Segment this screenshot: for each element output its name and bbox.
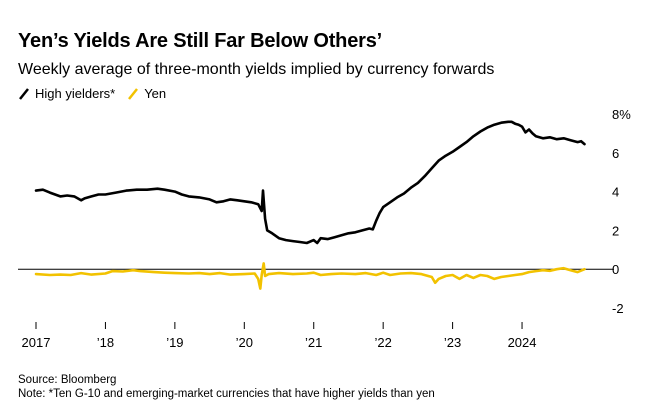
- x-tick-label: ’22: [374, 335, 391, 350]
- chart-legend: High yielders* Yen: [18, 86, 178, 101]
- y-tick-label: 6: [612, 146, 619, 161]
- y-tick-label: 0: [612, 262, 619, 277]
- x-tick-label: ’20: [236, 335, 253, 350]
- x-tick-label: ’21: [305, 335, 322, 350]
- source-note: Source: Bloomberg: [18, 374, 117, 386]
- footnote: Note: *Ten G-10 and emerging-market curr…: [18, 388, 435, 400]
- x-tick-label: ’23: [444, 335, 461, 350]
- y-tick-label: 8%: [612, 107, 631, 122]
- series-group: [34, 120, 586, 290]
- legend-swatch-high: [19, 87, 29, 100]
- x-tick-label: ’19: [166, 335, 183, 350]
- y-tick-label: 2: [612, 223, 619, 238]
- x-tick-label: 2024: [508, 335, 537, 350]
- x-axis: 2017 ’18 ’19 ’20 ’21 ’22 ’23 2024: [22, 322, 537, 350]
- chart-footer: Source: Bloomberg Note: *Ten G-10 and em…: [18, 373, 435, 401]
- legend-item-high-yielders: High yielders*: [18, 86, 115, 101]
- y-axis: -2 0 2 4 6 8%: [18, 107, 631, 316]
- x-tick-label: ’18: [97, 335, 114, 350]
- legend-swatch-yen: [128, 87, 139, 100]
- chart-title: Yen’s Yields Are Still Far Below Others’: [18, 30, 382, 52]
- chart-subtitle: Weekly average of three-month yields imp…: [18, 61, 495, 78]
- y-tick-label: 4: [612, 185, 619, 200]
- series-line-yen: [34, 262, 586, 290]
- legend-label-yen: Yen: [144, 86, 167, 101]
- y-tick-label: -2: [612, 301, 624, 316]
- x-tick-label: 2017: [22, 335, 51, 350]
- legend-label-high: High yielders*: [35, 86, 116, 101]
- legend-item-yen: Yen: [127, 86, 166, 101]
- series-line-high-yielders: [34, 120, 586, 245]
